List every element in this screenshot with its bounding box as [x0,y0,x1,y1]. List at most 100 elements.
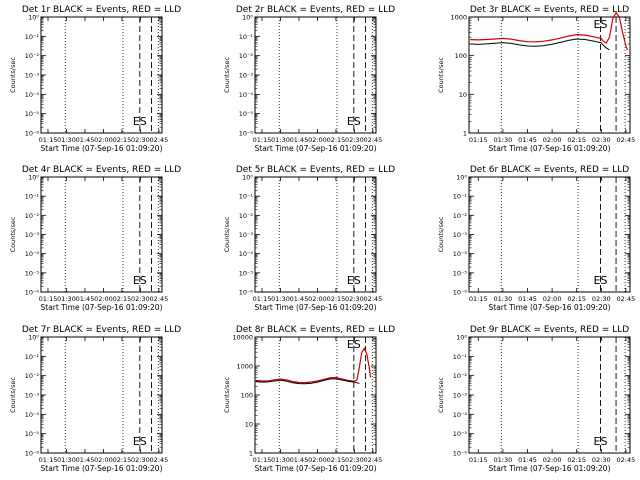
plot-frame [468,16,631,134]
x-tick-label: 02:45 [150,456,169,464]
x-tick-label: 01:15 [469,136,488,144]
y-tick-label: 10⁻⁵ [25,269,40,277]
x-axis-label: Start Time (07-Sep-16 01:09:20) [41,464,163,473]
y-tick-label: 10⁰ [456,334,467,342]
x-tick-label: 02:30 [345,136,364,144]
es-annotation: ES [347,338,361,351]
x-tick-label: 02:45 [364,456,383,464]
x-tick-label: 02:00 [308,456,327,464]
x-tick-label: 02:30 [592,456,611,464]
y-tick-label: 10⁻⁴ [239,91,254,99]
x-tick-label: 02:45 [364,136,383,144]
x-tick-label: 01:15 [469,295,488,303]
y-tick-label: 10⁻¹ [239,193,254,201]
y-tick-label: 10 [245,421,253,429]
y-tick-label: 10⁻⁶ [25,289,40,297]
x-tick-label: 01:45 [518,136,537,144]
series-line-2 [255,378,360,385]
x-tick-label: 02:00 [94,456,113,464]
y-tick-label: 10⁻² [453,212,468,220]
y-tick-label: 10⁻³ [239,231,254,239]
x-tick-label: 01:30 [271,295,290,303]
x-tick-label: 02:30 [345,456,364,464]
y-tick-label: 10⁻¹ [453,353,468,361]
x-tick-label: 02:00 [308,136,327,144]
y-tick-label: 10⁻⁶ [453,289,468,297]
x-tick-label: 01:15 [39,295,58,303]
es-annotation: ES [133,115,147,128]
y-tick-label: 10⁻¹ [453,193,468,201]
x-tick-label: 01:15 [39,456,58,464]
chart-title: Det 1r BLACK = Events, RED = LLD [22,5,181,15]
x-axis-label: Start Time (07-Sep-16 01:09:20) [255,303,377,312]
y-tick-label: 10⁻⁵ [25,110,40,118]
x-tick-label: 02:15 [567,136,586,144]
y-tick-label: 10⁻⁶ [239,130,254,138]
y-axis-label: Counts/sec [223,57,231,93]
x-tick-label: 01:15 [253,456,272,464]
chart-title: Det 9r BLACK = Events, RED = LLD [470,325,629,335]
y-tick-label: 10⁻³ [25,392,40,400]
x-tick-label: 02:30 [592,136,611,144]
x-tick-label: 01:45 [518,295,537,303]
y-tick-label: 10⁻⁵ [453,430,468,438]
x-axis-label: Start Time (07-Sep-16 01:09:20) [489,303,611,312]
y-tick-label: 10⁻⁴ [25,250,40,258]
y-tick-label: 10⁻³ [453,392,468,400]
x-tick-label: 02:15 [113,136,132,144]
x-tick-label: 01:45 [518,456,537,464]
x-tick-label: 02:15 [567,295,586,303]
x-axis-label: Start Time (07-Sep-16 01:09:20) [41,144,163,153]
x-tick-label: 02:15 [113,456,132,464]
y-tick-label: 10⁻⁵ [453,269,468,277]
y-tick-label: 10⁻⁴ [453,250,468,258]
y-tick-label: 10⁻³ [25,72,40,80]
chart-title: Det 3r BLACK = Events, RED = LLD [470,5,629,15]
y-tick-label: 1 [463,130,467,138]
x-tick-label: 02:15 [327,456,346,464]
x-tick-label: 01:45 [290,295,309,303]
x-axis-label: Start Time (07-Sep-16 01:09:20) [489,144,611,153]
x-tick-label: 02:00 [94,136,113,144]
x-tick-label: 01:15 [253,295,272,303]
y-axis-label: Counts/sec [9,377,17,413]
x-tick-label: 01:30 [57,295,76,303]
es-annotation: ES [133,435,147,448]
chart-title: Det 7r BLACK = Events, RED = LLD [22,325,181,335]
x-tick-label: 01:30 [494,456,513,464]
x-tick-label: 01:30 [271,456,290,464]
y-tick-label: 10⁻⁴ [25,91,40,99]
series-line-1 [470,11,629,51]
x-tick-label: 01:30 [57,456,76,464]
chart-title: Det 5r BLACK = Events, RED = LLD [236,165,395,175]
x-tick-label: 01:45 [76,456,95,464]
y-tick-label: 1 [249,450,253,458]
es-annotation: ES [594,18,608,31]
es-annotation: ES [347,274,361,287]
y-axis-label: Counts/sec [437,216,445,252]
x-tick-label: 02:45 [150,136,169,144]
y-tick-label: 10⁻⁴ [239,250,254,258]
x-tick-label: 02:45 [617,456,636,464]
y-tick-label: 10⁰ [242,14,253,22]
x-tick-label: 02:00 [543,295,562,303]
x-tick-label: 02:30 [131,136,150,144]
y-tick-label: 10⁻² [25,372,40,380]
y-tick-label: 10⁻¹ [239,33,254,41]
x-tick-label: 02:30 [131,456,150,464]
x-tick-label: 02:30 [592,295,611,303]
y-tick-label: 10⁻¹ [25,353,40,361]
x-tick-label: 02:45 [617,136,636,144]
y-tick-label: 10⁻⁶ [239,289,254,297]
x-tick-label: 01:30 [57,136,76,144]
y-tick-label: 10⁰ [456,174,467,182]
chart-panel-3: Det 3r BLACK = Events, RED = LLD 01:15 01:… [437,5,635,153]
y-tick-label: 10⁻³ [25,231,40,239]
y-tick-label: 10 [459,91,467,99]
y-tick-label: 10⁻³ [453,231,468,239]
